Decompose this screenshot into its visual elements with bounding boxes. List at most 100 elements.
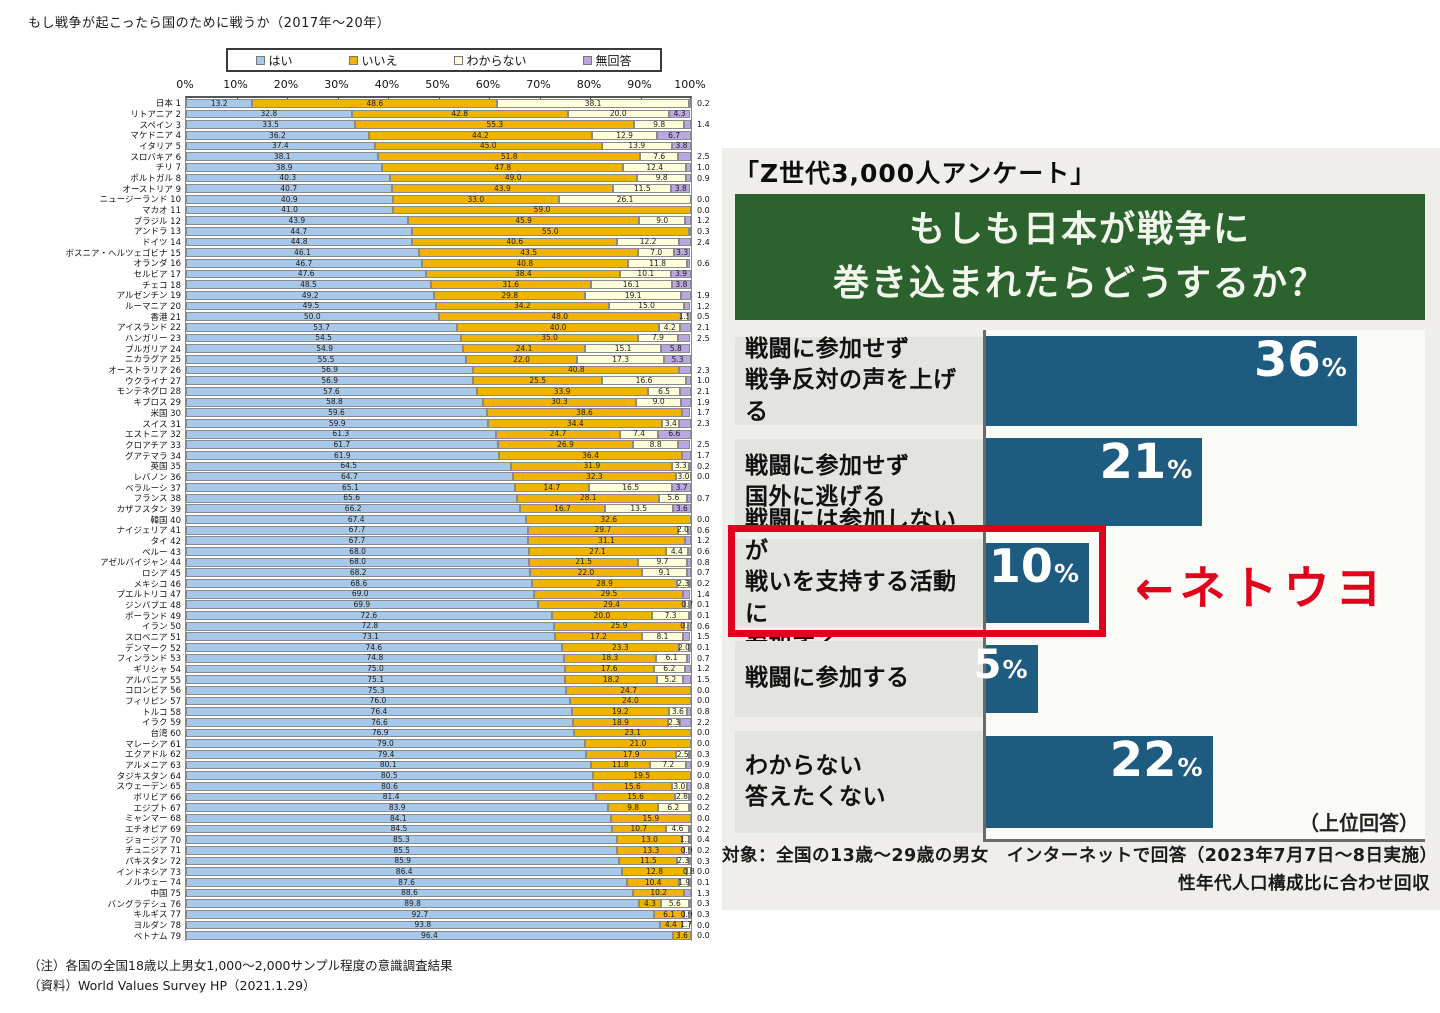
segment-dk: 26.1 bbox=[559, 194, 691, 204]
segment-dk: 6.2 bbox=[653, 664, 685, 674]
segment-yes: 96.4 bbox=[186, 931, 673, 941]
segment-dk: 7.9 bbox=[637, 333, 678, 343]
country-row: スペイン 3 33.5 55.3 9.8 1.4 bbox=[139, 119, 709, 131]
stacked-bar: 67.4 32.6 bbox=[186, 515, 691, 524]
segment-na bbox=[678, 152, 691, 162]
value-label: 67.7 bbox=[348, 536, 366, 546]
survey-bar-value: 21 bbox=[1099, 434, 1167, 490]
no-answer-value: 0.2 bbox=[697, 461, 710, 471]
value-label: 46.1 bbox=[294, 247, 311, 257]
country-row: インドネシア 73 86.4 12.8 0.8 0.0 bbox=[116, 866, 709, 878]
segment-dk: 1.3 bbox=[679, 834, 692, 845]
value-label: 8.1 bbox=[656, 632, 669, 642]
segment-na: 3.8 bbox=[671, 279, 691, 290]
segment-yes: 58.8 bbox=[186, 397, 483, 407]
value-label: 40.8 bbox=[516, 258, 534, 268]
segment-na bbox=[678, 237, 691, 247]
value-label: 55.5 bbox=[317, 354, 335, 364]
value-label: 1.3 bbox=[679, 834, 692, 844]
value-label: 6.1 bbox=[665, 653, 678, 663]
country-row: イラク 59 76.6 18.9 2.3 2.2 bbox=[142, 717, 710, 729]
segment-na bbox=[683, 589, 691, 599]
segment-yes: 84.1 bbox=[186, 813, 611, 823]
country-row: エクアドル 62 79.4 17.9 2.5 0.3 bbox=[125, 749, 710, 761]
value-label: 73.1 bbox=[362, 632, 379, 642]
country-row: 香港 21 50.0 48.0 1.5 0.5 bbox=[150, 311, 709, 323]
segment-na bbox=[686, 557, 691, 567]
country-row: ナイジェリア 41 67.7 29.7 2.0 0.6 bbox=[116, 525, 709, 537]
value-label: 3.6 bbox=[675, 504, 688, 514]
segment-dk: 2.3 bbox=[668, 717, 680, 727]
value-label: 2.5 bbox=[676, 749, 689, 759]
no-answer-value: 1.7 bbox=[697, 451, 710, 460]
value-label: 59.9 bbox=[328, 418, 346, 428]
segment-yes: 74.6 bbox=[186, 643, 562, 652]
value-label: 38.9 bbox=[275, 162, 293, 172]
value-label: 7.9 bbox=[651, 333, 664, 343]
country-label: メキシコ 46 bbox=[133, 579, 181, 590]
legend-swatch-icon bbox=[583, 55, 593, 65]
value-label: 3.8 bbox=[675, 141, 688, 151]
country-label: オランダ 16 bbox=[133, 259, 181, 270]
value-label: 40.7 bbox=[280, 183, 298, 193]
survey-bar: 22% bbox=[986, 736, 1213, 828]
country-row: エチオピア 69 84.5 10.7 4.6 0.2 bbox=[125, 824, 710, 836]
value-label: 80.1 bbox=[379, 760, 397, 770]
stacked-bar: 76.9 23.1 bbox=[186, 728, 691, 738]
stacked-bar: 86.4 12.8 0.8 bbox=[186, 866, 695, 877]
segment-no: 18.2 bbox=[565, 675, 658, 684]
stacked-bar: 68.0 27.1 4.4 bbox=[186, 547, 691, 556]
country-label: ルーマニア 20 bbox=[124, 302, 181, 313]
country-row: バングラデシュ 76 89.8 4.3 5.6 0.3 bbox=[108, 898, 710, 910]
stacked-bar: 46.7 40.8 11.8 bbox=[186, 258, 691, 268]
stacked-bar: 73.1 17.2 8.1 bbox=[186, 632, 691, 642]
stacked-bar: 68.0 21.5 9.7 bbox=[186, 557, 691, 567]
stacked-bar: 74.8 18.3 6.1 bbox=[186, 653, 691, 663]
country-row: スイス 31 59.9 34.4 3.4 2.3 bbox=[142, 418, 710, 430]
no-answer-value: 0.2 bbox=[697, 792, 710, 802]
segment-dk: 2.3 bbox=[677, 579, 689, 588]
value-label: 75.3 bbox=[367, 685, 385, 695]
segment-na bbox=[688, 312, 691, 322]
segment-no: 10.7 bbox=[611, 824, 666, 834]
value-label: 24.0 bbox=[622, 696, 639, 706]
value-label: 2.3 bbox=[677, 856, 690, 866]
legend-item: いいえ bbox=[349, 52, 398, 69]
segment-yes: 37.4 bbox=[186, 141, 375, 151]
stacked-bar: 59.9 34.4 3.4 bbox=[186, 419, 691, 428]
value-label: 8.8 bbox=[649, 440, 662, 450]
segment-na: 3.8 bbox=[671, 184, 691, 194]
axis-tick-label: 70% bbox=[526, 78, 551, 91]
segment-na bbox=[677, 440, 691, 450]
stacked-bar: 61.3 24.7 7.4 6.6 bbox=[186, 429, 691, 439]
survey-title-line: 巻き込まれたらどうするか？ bbox=[832, 263, 1327, 304]
stacked-bar: 72.8 25.9 0.7 bbox=[186, 621, 692, 631]
segment-yes: 40.3 bbox=[186, 173, 390, 183]
segment-yes: 88.6 bbox=[186, 888, 633, 898]
segment-na bbox=[680, 323, 691, 332]
no-answer-value: 0.3 bbox=[697, 226, 710, 236]
value-label: 21.5 bbox=[575, 557, 593, 567]
legend-label: わからない bbox=[466, 53, 527, 68]
value-label: 85.5 bbox=[393, 845, 411, 855]
country-label: チリ 7 bbox=[155, 163, 181, 174]
stacked-bar: 68.2 22.0 9.1 bbox=[186, 568, 691, 578]
country-row: アゼルバイジャン 44 68.0 21.5 9.7 0.8 bbox=[100, 557, 710, 569]
segment-dk: 12.2 bbox=[617, 237, 679, 247]
segment-na bbox=[681, 397, 691, 407]
country-row: マレーシア 61 79.0 21.0 0.0 bbox=[125, 738, 710, 750]
value-label: 74.8 bbox=[366, 653, 384, 663]
no-answer-value: 1.3 bbox=[697, 888, 710, 898]
stacked-bar: 80.1 11.8 7.2 bbox=[186, 760, 691, 770]
value-label: 56.9 bbox=[321, 365, 339, 375]
stacked-bar: 56.9 25.5 16.6 bbox=[186, 376, 691, 386]
value-label: 29.5 bbox=[600, 589, 618, 599]
segment-no: 51.8 bbox=[378, 152, 640, 162]
stacked-bar: 36.2 44.2 12.9 6.7 bbox=[186, 130, 691, 140]
country-row: ブルガリア 24 54.9 24.1 15.1 5.8 bbox=[125, 343, 691, 355]
segment-no: 22.0 bbox=[530, 568, 642, 578]
value-label: 3.8 bbox=[675, 279, 688, 289]
value-label: 81.4 bbox=[382, 792, 400, 802]
value-label: 86.4 bbox=[395, 866, 413, 876]
survey-bar-value: 22 bbox=[1109, 732, 1177, 788]
